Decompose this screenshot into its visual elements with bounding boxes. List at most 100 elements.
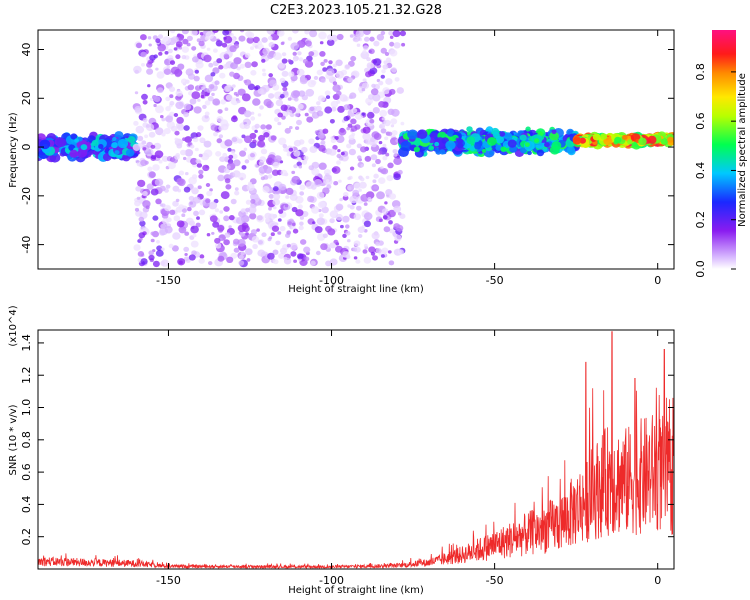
spectrogram-cell: [187, 84, 195, 91]
spectrogram-cell: [398, 147, 409, 158]
spectrogram-cell: [207, 96, 214, 102]
spectrogram-cell: [253, 86, 259, 91]
spectrogram-cell: [202, 104, 207, 109]
spectrogram-cell: [134, 200, 141, 207]
spectrogram-cell: [366, 57, 371, 62]
spectrogram-cell: [368, 246, 376, 253]
spectrogram-cell: [199, 32, 204, 36]
spectrogram-cell: [197, 125, 204, 131]
spectrogram-cell: [222, 30, 230, 36]
spectrogram-cell: [313, 179, 323, 187]
spectrogram-cell: [446, 129, 455, 137]
spectrogram-cell: [283, 257, 292, 265]
spectrogram-cell: [183, 186, 191, 193]
spectrogram-cell: [519, 134, 527, 141]
spectrogram-cell: [254, 123, 260, 129]
spectrogram-cell: [292, 30, 299, 34]
spectrogram-cell: [246, 183, 255, 191]
spectrogram-cell: [274, 117, 280, 122]
spectrogram-cell: [198, 174, 204, 179]
spectrogram-cell: [163, 128, 171, 135]
spectrogram-cell: [216, 116, 224, 123]
spectrogram-cell: [238, 172, 247, 181]
spectrogram-cell: [647, 135, 657, 144]
spectrogram-cell: [325, 179, 330, 183]
spectrogram-cell: [182, 38, 189, 45]
spectrogram-cell: [334, 136, 339, 140]
spectrogram-cell: [291, 225, 296, 230]
spectrogram-cell: [346, 143, 352, 149]
spectrogram-cell: [391, 130, 398, 136]
spectrogram-cell: [376, 33, 385, 41]
spectrogram-cell: [196, 216, 200, 220]
spectrogram-cell: [269, 79, 277, 87]
spectrogram-cell: [363, 30, 371, 35]
spectrogram-cell: [153, 142, 162, 150]
spectrogram-cell: [272, 249, 279, 255]
spectrogram-cell: [223, 53, 230, 59]
spectrogram-cell: [183, 111, 190, 118]
spectrogram-cell: [299, 184, 306, 191]
spectrogram-cell: [160, 115, 164, 119]
spectrogram-cell: [299, 191, 305, 196]
spectrogram-cell: [215, 242, 222, 249]
spectrogram-cell: [171, 245, 179, 252]
spectrogram-cell: [206, 47, 211, 51]
spectrogram-cell: [368, 48, 375, 55]
spectrogram-cell: [299, 216, 304, 220]
spectrogram-cell: [214, 80, 220, 85]
spectrogram-cell: [208, 261, 213, 266]
spectrogram-cell: [136, 42, 142, 49]
spectrogram-cell: [175, 101, 184, 110]
spectrogram-cell: [385, 152, 390, 157]
spectrogram-cell: [622, 134, 628, 140]
spectrogram-cell: [456, 138, 463, 144]
spectrogram-cell: [466, 136, 476, 145]
spectrogram-cell: [378, 218, 383, 223]
spectrogram-cell: [397, 169, 403, 175]
snr-y-tick-label: 0.4: [20, 496, 33, 514]
spectrogram-cell: [156, 240, 160, 244]
spectrogram-cell: [250, 199, 256, 204]
spectrogram-cell: [204, 111, 210, 116]
spectrogram-cell: [173, 47, 178, 51]
spectrogram-cell: [188, 176, 197, 185]
spectrogram-cell: [357, 226, 365, 233]
spectrogram-cell: [216, 138, 223, 144]
spectrogram-cell: [206, 233, 211, 237]
spectrogram-cell: [380, 47, 387, 54]
spectrogram-cell: [292, 51, 297, 56]
spectrogram-cell: [271, 225, 280, 232]
spectrogram-cell: [274, 155, 282, 163]
spectrogram-cell: [279, 247, 288, 255]
spectrogram-cell: [177, 123, 185, 131]
spectrogram-cell: [329, 258, 338, 266]
spectrogram-cell: [177, 258, 186, 266]
spectrogram-cell: [328, 60, 333, 65]
spectrogram-cell: [193, 210, 199, 216]
spectrogram-cell: [135, 186, 142, 192]
spectrogram-marks: [38, 30, 674, 268]
spectrogram-cell: [136, 151, 141, 155]
spectrogram-cell: [308, 165, 315, 171]
spectrogram-cell: [343, 116, 350, 122]
spectrogram-cell: [146, 68, 154, 75]
spectrogram-cell: [245, 248, 253, 256]
spectrogram-cell: [157, 87, 164, 94]
spectrogram-cell: [335, 245, 343, 253]
spectrogram-cell: [293, 259, 297, 263]
spectrogram-cell: [381, 69, 386, 74]
spectrogram-cell: [205, 31, 215, 40]
spectrogram-cell: [293, 150, 301, 157]
spectrogram-cell: [316, 217, 325, 226]
spectrogram-cell: [263, 98, 272, 107]
spectrogram-cell: [198, 169, 204, 175]
spectrogram-cell: [250, 111, 255, 115]
spectrogram-cell: [314, 130, 319, 135]
spectrogram-cell: [228, 175, 233, 180]
spectrogram-cell: [302, 58, 309, 64]
spectrogram-cell: [347, 186, 352, 191]
spectrogram-cell: [254, 129, 258, 133]
spectrogram-cell: [170, 66, 180, 75]
spectrogram-frame: [37, 29, 675, 270]
